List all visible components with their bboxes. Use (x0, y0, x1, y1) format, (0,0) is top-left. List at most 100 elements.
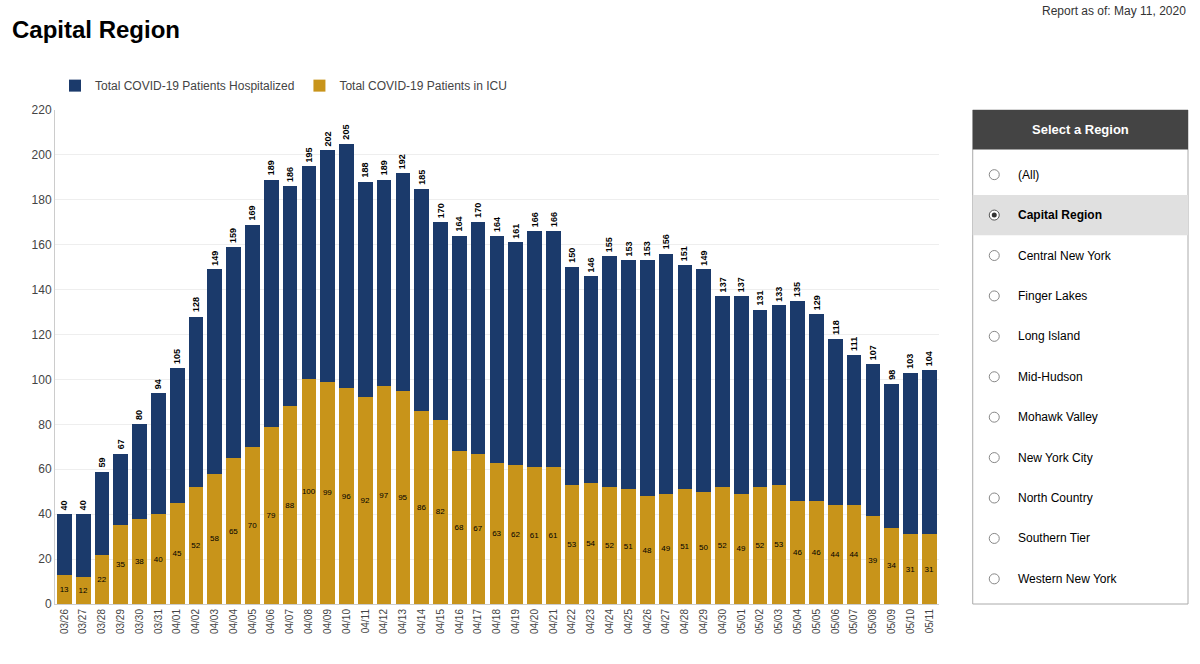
svg-text:185: 185 (417, 170, 427, 185)
svg-text:04/07: 04/07 (284, 609, 295, 634)
svg-text:97: 97 (379, 491, 388, 500)
svg-text:Total COVID-19 Patients Hospit: Total COVID-19 Patients Hospitalized (95, 79, 294, 93)
svg-text:70: 70 (248, 521, 257, 530)
svg-text:04/11: 04/11 (360, 609, 371, 634)
svg-text:159: 159 (228, 228, 238, 243)
svg-text:04/24: 04/24 (604, 609, 615, 634)
svg-text:04/29: 04/29 (698, 609, 709, 634)
svg-text:61: 61 (530, 531, 539, 540)
svg-text:62: 62 (511, 530, 520, 539)
svg-text:128: 128 (191, 297, 201, 312)
svg-text:170: 170 (473, 203, 483, 218)
svg-text:05/01: 05/01 (736, 609, 747, 634)
svg-text:North Country: North Country (1018, 491, 1093, 505)
svg-text:137: 137 (718, 277, 728, 292)
svg-text:63: 63 (492, 529, 501, 538)
svg-text:05/03: 05/03 (773, 609, 784, 634)
svg-text:44: 44 (831, 550, 840, 559)
svg-text:100: 100 (302, 487, 316, 496)
svg-text:166: 166 (549, 212, 559, 227)
svg-text:94: 94 (153, 379, 163, 389)
svg-text:20: 20 (38, 552, 52, 566)
svg-text:52: 52 (718, 541, 727, 550)
svg-text:40: 40 (38, 507, 52, 521)
svg-text:04/06: 04/06 (265, 609, 276, 634)
svg-text:Mohawk Valley: Mohawk Valley (1018, 410, 1098, 424)
svg-text:Total COVID-19 Patients in ICU: Total COVID-19 Patients in ICU (339, 79, 506, 93)
svg-text:104: 104 (924, 351, 934, 366)
svg-text:111: 111 (849, 337, 859, 351)
svg-text:04/14: 04/14 (416, 609, 427, 634)
svg-text:180: 180 (32, 193, 52, 207)
svg-text:05/04: 05/04 (792, 609, 803, 634)
svg-text:44: 44 (849, 550, 858, 559)
svg-text:169: 169 (247, 205, 257, 220)
svg-text:0: 0 (45, 597, 52, 611)
svg-text:04/09: 04/09 (322, 609, 333, 634)
svg-text:05/05: 05/05 (811, 609, 822, 634)
svg-text:153: 153 (642, 241, 652, 256)
svg-text:150: 150 (567, 248, 577, 263)
svg-text:59: 59 (97, 458, 107, 468)
svg-text:39: 39 (868, 556, 877, 565)
svg-text:04/20: 04/20 (529, 609, 540, 634)
svg-text:65: 65 (229, 527, 238, 536)
svg-text:48: 48 (643, 546, 652, 555)
svg-text:04/26: 04/26 (642, 609, 653, 634)
svg-text:Select a Region: Select a Region (1032, 122, 1129, 137)
svg-text:80: 80 (134, 410, 144, 420)
svg-text:31: 31 (925, 565, 934, 574)
svg-text:105: 105 (172, 349, 182, 364)
svg-text:58: 58 (210, 534, 219, 543)
svg-text:96: 96 (342, 492, 351, 501)
svg-text:95: 95 (398, 493, 407, 502)
svg-text:Central New York: Central New York (1018, 249, 1112, 263)
svg-text:Report as of: May 11, 2020: Report as of: May 11, 2020 (1042, 4, 1186, 18)
svg-text:107: 107 (868, 345, 878, 360)
svg-text:189: 189 (379, 160, 389, 175)
svg-text:05/02: 05/02 (754, 609, 765, 634)
svg-text:03/31: 03/31 (153, 609, 164, 634)
svg-text:04/22: 04/22 (566, 609, 577, 634)
svg-text:05/10: 05/10 (905, 609, 916, 634)
svg-text:05/11: 05/11 (924, 609, 935, 634)
svg-text:12: 12 (78, 586, 87, 595)
svg-text:153: 153 (624, 241, 634, 256)
svg-text:189: 189 (266, 160, 276, 175)
svg-text:05/08: 05/08 (867, 609, 878, 634)
svg-text:Finger Lakes: Finger Lakes (1018, 289, 1087, 303)
svg-text:160: 160 (32, 238, 52, 252)
svg-text:49: 49 (661, 544, 670, 553)
svg-text:52: 52 (755, 541, 764, 550)
svg-text:40: 40 (154, 555, 163, 564)
svg-text:34: 34 (887, 561, 896, 570)
svg-text:52: 52 (605, 541, 614, 550)
svg-text:164: 164 (454, 216, 464, 231)
svg-text:04/01: 04/01 (171, 609, 182, 634)
svg-text:04/17: 04/17 (472, 609, 483, 634)
svg-text:156: 156 (661, 234, 671, 249)
svg-text:192: 192 (397, 154, 407, 169)
svg-text:04/18: 04/18 (491, 609, 502, 634)
svg-text:188: 188 (360, 163, 370, 178)
svg-text:Mid-Hudson: Mid-Hudson (1018, 370, 1083, 384)
svg-text:Southern Tier: Southern Tier (1018, 531, 1090, 545)
svg-text:103: 103 (905, 354, 915, 369)
svg-text:68: 68 (455, 523, 464, 532)
svg-text:53: 53 (567, 540, 576, 549)
svg-text:Capital Region: Capital Region (1018, 208, 1102, 222)
svg-text:133: 133 (774, 287, 784, 302)
svg-text:04/05: 04/05 (247, 609, 258, 634)
svg-text:51: 51 (624, 542, 633, 551)
svg-text:135: 135 (792, 282, 802, 297)
svg-text:164: 164 (492, 217, 502, 232)
svg-text:53: 53 (774, 540, 783, 549)
svg-text:04/16: 04/16 (454, 609, 465, 634)
svg-text:49: 49 (737, 544, 746, 553)
svg-text:82: 82 (436, 507, 445, 516)
svg-text:170: 170 (436, 203, 446, 218)
svg-text:04/04: 04/04 (228, 609, 239, 634)
svg-text:98: 98 (887, 370, 897, 380)
svg-text:155: 155 (604, 237, 614, 252)
svg-text:Western New York: Western New York (1018, 572, 1117, 586)
